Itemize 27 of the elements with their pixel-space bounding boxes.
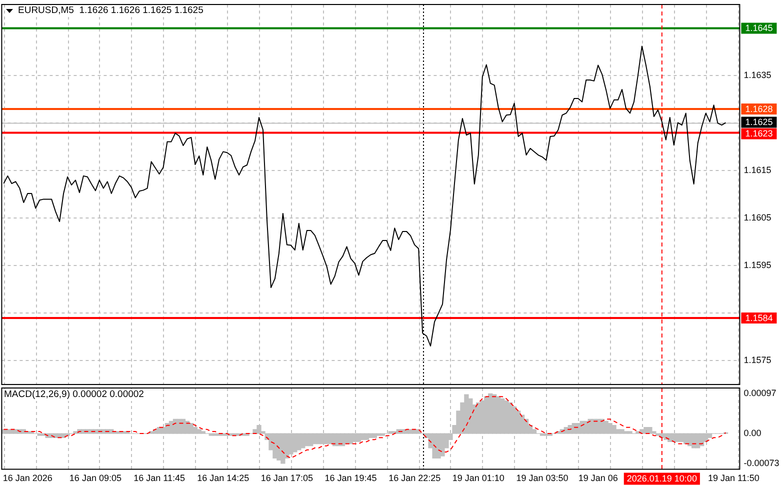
x-tick-label: 16 Jan 2026 (2, 473, 52, 484)
x-tick-label: 16 Jan 19:45 (324, 473, 377, 484)
x-tick-label: 19 Jan 11:50 (708, 473, 760, 484)
x-tick-label: 16 Jan 09:05 (69, 473, 122, 484)
ref-line-label: 1.1628 (745, 104, 773, 114)
x-tick-label: 19 Jan 01:10 (452, 473, 504, 484)
ref-line-label: 1.1623 (745, 128, 773, 139)
y-tick-label: 1.1575 (744, 355, 772, 366)
y-tick-label: 0.00097 (744, 388, 776, 398)
x-tick-label: 19 Jan 06 (578, 473, 618, 484)
chart-title: MACD(12,26,9) 0.00002 0.00002 (4, 389, 144, 401)
x-tick-label: 19 Jan 03:50 (516, 473, 568, 484)
ref-line-label: 1.1645 (745, 23, 773, 34)
y-tick-label: 1.1635 (744, 70, 772, 80)
x-tick-label: 2026.01.19 10:00 (626, 474, 697, 484)
y-tick-label: 0.00 (744, 428, 762, 438)
x-tick-label: 16 Jan 22:25 (388, 473, 441, 484)
y-tick-label: 1.1615 (744, 165, 772, 176)
y-tick-label: 1.1595 (744, 260, 772, 270)
y-tick-label: 1.1605 (744, 212, 772, 223)
x-tick-label: 16 Jan 14:25 (197, 473, 250, 484)
chart-title: EURUSD,M5 1.1626 1.1626 1.1625 1.1625 (18, 4, 204, 16)
x-tick-label: 16 Jan 17:05 (260, 473, 313, 484)
ref-line-label: 1.1625 (745, 117, 773, 128)
y-tick-label: -0.00073 (744, 458, 780, 468)
ref-line-label: 1.1584 (745, 312, 773, 323)
x-tick-label: 16 Jan 11:45 (134, 473, 185, 484)
